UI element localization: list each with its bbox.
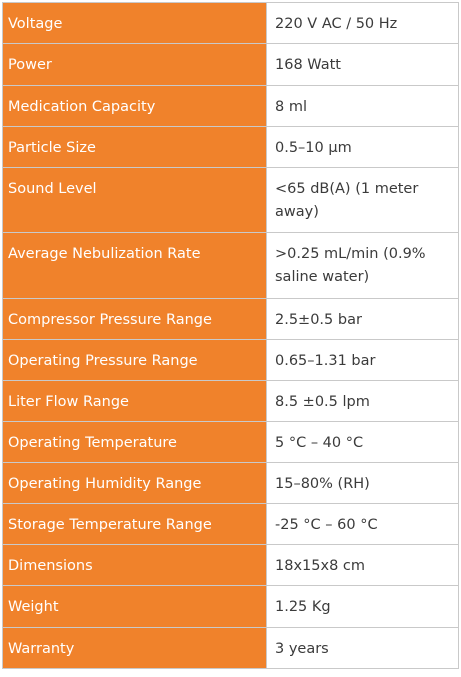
spec-row-dimensions: Dimensions 18x15x8 cm [2,544,459,586]
spec-row-compressor-pressure-range: Compressor Pressure Range 2.5±0.5 bar [2,298,459,340]
spec-label: Operating Temperature [2,421,267,463]
spec-row-average-nebulization-rate: Average Nebulization Rate >0.25 mL/min (… [2,232,459,299]
spec-value: 1.25 Kg [266,585,459,628]
spec-row-warranty: Warranty 3 years [2,627,459,669]
spec-value: >0.25 mL/min (0.9% saline water) [266,232,459,299]
spec-row-voltage: Voltage 220 V AC / 50 Hz [2,2,459,44]
spec-value: 8.5 ±0.5 lpm [266,380,459,422]
spec-label: Particle Size [2,126,267,168]
spec-label: Medication Capacity [2,85,267,127]
spec-value: 168 Watt [266,43,459,86]
spec-row-operating-temperature: Operating Temperature 5 °C – 40 °C [2,421,459,463]
spec-value: -25 °C – 60 °C [266,503,459,545]
spec-row-particle-size: Particle Size 0.5–10 μm [2,126,459,168]
spec-label: Voltage [2,2,267,44]
spec-row-medication-capacity: Medication Capacity 8 ml [2,85,459,127]
spec-label: Average Nebulization Rate [2,232,267,299]
spec-value: <65 dB(A) (1 meter away) [266,167,459,233]
spec-row-storage-temperature-range: Storage Temperature Range -25 °C – 60 °C [2,503,459,545]
spec-value: 0.5–10 μm [266,126,459,168]
spec-row-sound-level: Sound Level <65 dB(A) (1 meter away) [2,167,459,233]
spec-value: 8 ml [266,85,459,127]
specifications-table: Voltage 220 V AC / 50 Hz Power 168 Watt … [2,2,459,669]
spec-value: 2.5±0.5 bar [266,298,459,340]
spec-label: Dimensions [2,544,267,586]
spec-row-weight: Weight 1.25 Kg [2,585,459,628]
spec-row-operating-humidity-range: Operating Humidity Range 15–80% (RH) [2,462,459,504]
spec-label: Operating Pressure Range [2,339,267,381]
spec-value: 5 °C – 40 °C [266,421,459,463]
spec-label: Storage Temperature Range [2,503,267,545]
spec-row-operating-pressure-range: Operating Pressure Range 0.65–1.31 bar [2,339,459,381]
spec-label: Operating Humidity Range [2,462,267,504]
spec-label: Weight [2,585,267,628]
spec-label: Sound Level [2,167,267,233]
spec-value: 3 years [266,627,459,669]
spec-label: Warranty [2,627,267,669]
spec-label: Compressor Pressure Range [2,298,267,340]
spec-value: 220 V AC / 50 Hz [266,2,459,44]
spec-label: Liter Flow Range [2,380,267,422]
spec-label: Power [2,43,267,86]
spec-value: 15–80% (RH) [266,462,459,504]
spec-row-power: Power 168 Watt [2,43,459,86]
specifications-table-body: Voltage 220 V AC / 50 Hz Power 168 Watt … [2,2,459,669]
spec-value: 18x15x8 cm [266,544,459,586]
spec-value: 0.65–1.31 bar [266,339,459,381]
spec-row-liter-flow-range: Liter Flow Range 8.5 ±0.5 lpm [2,380,459,422]
